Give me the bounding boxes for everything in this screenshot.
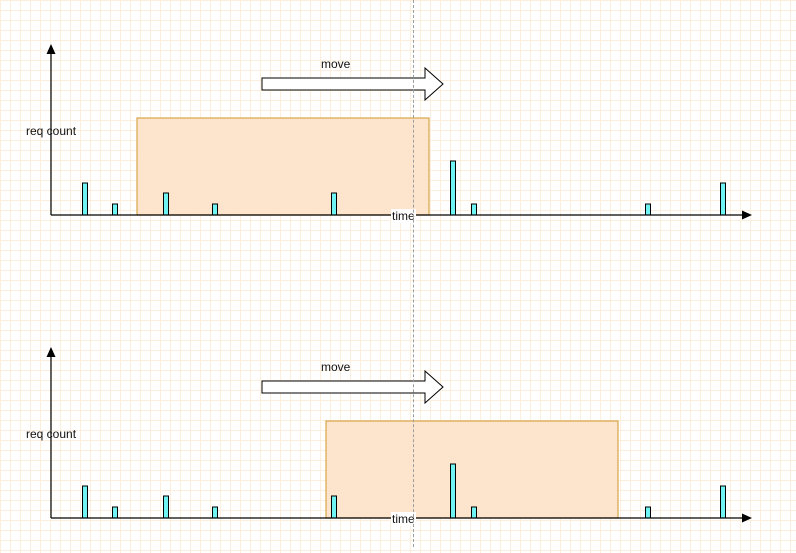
request-bar: [112, 203, 118, 216]
y-axis-label: req count: [26, 427, 77, 441]
request-bar: [720, 485, 726, 519]
request-bar: [471, 506, 477, 519]
request-bar: [82, 485, 88, 519]
request-bar: [450, 463, 456, 519]
bottom-timeline-drawing: [46, 347, 752, 523]
request-bar: [163, 495, 169, 519]
request-bar: [331, 192, 337, 216]
request-bar: [645, 506, 651, 519]
sliding-window: [136, 117, 430, 216]
request-bar: [163, 192, 169, 216]
move-label: move: [321, 57, 351, 71]
top-timeline-panel: req count move time: [0, 0, 796, 250]
y-axis-arrowhead: [46, 347, 56, 357]
request-bar: [212, 203, 218, 216]
request-bar: [720, 182, 726, 216]
y-axis-arrowhead: [46, 44, 56, 54]
y-axis-label: req count: [26, 124, 77, 138]
request-bar: [112, 506, 118, 519]
request-bar: [471, 203, 477, 216]
x-axis-arrowhead: [742, 210, 752, 220]
request-bar: [645, 203, 651, 216]
request-bar: [212, 506, 218, 519]
current-time-line: [413, 0, 414, 547]
request-bar: [82, 182, 88, 216]
bottom-timeline-panel: req count move time: [0, 303, 796, 553]
move-label: move: [321, 360, 351, 374]
x-axis-label: time: [391, 209, 416, 223]
x-axis-arrowhead: [742, 513, 752, 523]
sliding-window: [325, 420, 619, 519]
request-bar: [450, 160, 456, 216]
x-axis-label: time: [391, 512, 416, 526]
move-arrow: [261, 369, 444, 405]
request-bar: [331, 495, 337, 519]
move-arrow: [261, 66, 444, 102]
